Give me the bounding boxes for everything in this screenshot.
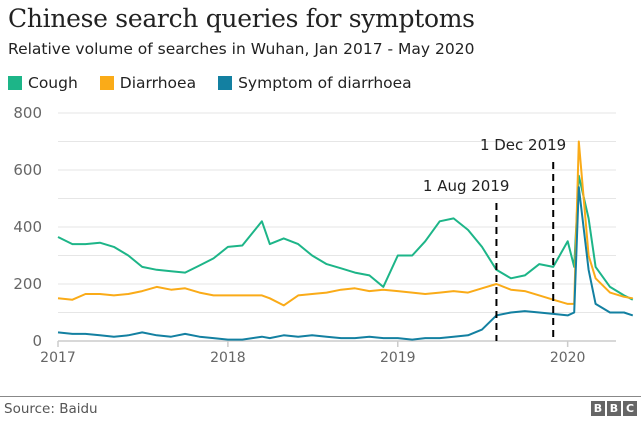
source-note: Source: Baidu [4, 401, 98, 417]
x-tick-label: 2018 [210, 350, 246, 366]
line-chart: 0 200 400 600 800 2017 2018 2019 2020 1 Aug 2019 1… [13, 104, 634, 366]
y-tick-label: 800 [13, 104, 42, 122]
footer-divider [0, 396, 641, 397]
legend-item: Cough [8, 74, 78, 92]
chart-title: Chinese search queries for symptoms [8, 4, 475, 33]
legend-item: Diarrhoea [99, 74, 197, 92]
x-tick-label: 2019 [380, 350, 416, 366]
y-tick-label: 0 [32, 332, 42, 350]
y-tick-label: 400 [13, 218, 42, 236]
chart-subtitle: Relative volume of searches in Wuhan, Ja… [8, 40, 475, 58]
legend-label: Diarrhoea [119, 74, 197, 92]
bbc-logo: B B C [591, 401, 637, 416]
annotation-label: 1 Aug 2019 [423, 177, 510, 195]
x-tick-label: 2020 [550, 350, 586, 366]
legend: Cough Diarrhoea Symptom of diarrhoea [8, 74, 412, 92]
legend-swatch [218, 76, 233, 90]
y-tick-label: 600 [13, 161, 42, 179]
y-tick-label: 200 [13, 275, 42, 293]
series-line-symptom-of-diarrhoea [57, 186, 634, 341]
series-line-diarrhoea [57, 140, 633, 307]
legend-label: Symptom of diarrhoea [238, 74, 412, 92]
x-tick-label: 2017 [40, 350, 76, 366]
series-line-cough [57, 174, 634, 301]
logo-letter: B [607, 401, 621, 416]
legend-swatch [8, 76, 22, 90]
legend-item: Symptom of diarrhoea [218, 74, 412, 92]
legend-swatch [99, 76, 114, 90]
annotation-label: 1 Dec 2019 [480, 136, 566, 154]
legend-label: Cough [28, 74, 78, 92]
logo-letter: C [623, 401, 637, 416]
logo-letter: B [591, 401, 605, 416]
